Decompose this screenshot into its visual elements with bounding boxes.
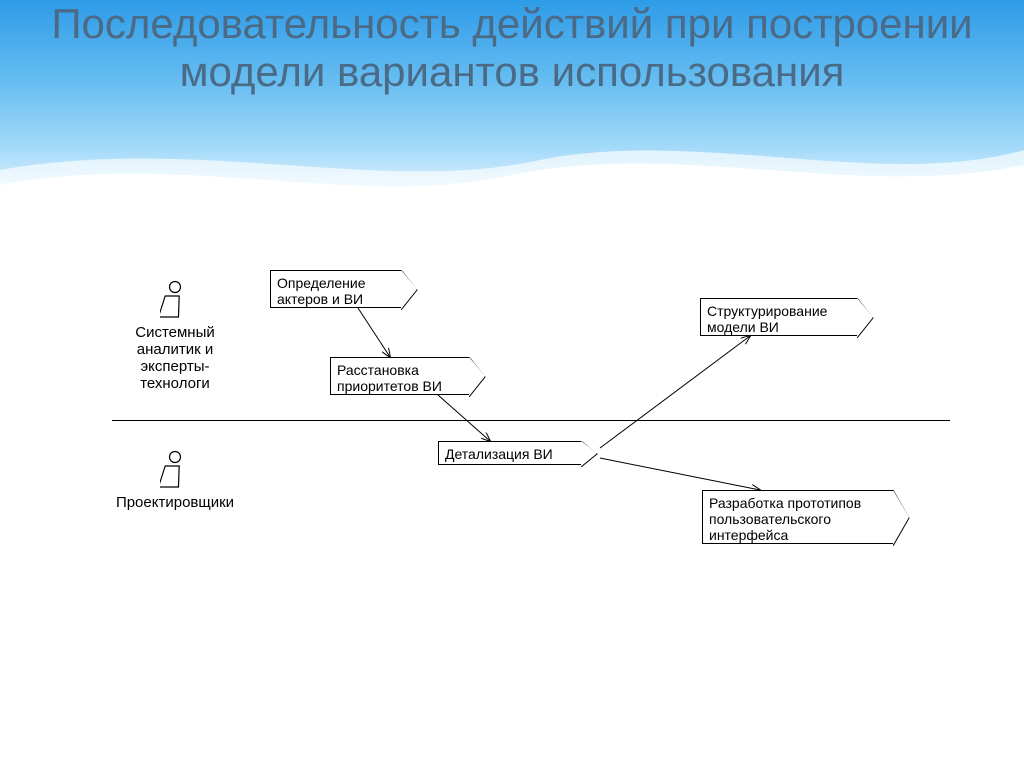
connector-b1-b2 [358, 308, 390, 357]
step-box-b5: Разработка прототиповпользовательскогоин… [702, 490, 894, 544]
step-label: Структурированиемодели ВИ [707, 303, 827, 335]
actor-analyst: Системныйаналитик иэксперты-технологи [120, 280, 230, 392]
connector-b3-b4 [600, 336, 750, 448]
actor-label: Проектировщики [110, 494, 240, 511]
actor-designer: Проектировщики [110, 450, 240, 511]
step-label: Определениеактеров и ВИ [277, 275, 366, 307]
actor-icon [160, 280, 190, 320]
actor-label: Системныйаналитик иэксперты-технологи [120, 324, 230, 392]
step-label: Детализация ВИ [445, 446, 553, 462]
step-box-b1: Определениеактеров и ВИ [270, 270, 402, 308]
step-label: Разработка прототиповпользовательскогоин… [709, 495, 861, 543]
connector-b3-b5 [600, 458, 760, 490]
step-box-b2: Расстановкаприоритетов ВИ [330, 357, 470, 395]
step-box-b4: Структурированиемодели ВИ [700, 298, 858, 336]
connector-b2-b3 [438, 395, 490, 441]
step-label: Расстановкаприоритетов ВИ [337, 362, 442, 394]
diagram-container: Системныйаналитик иэксперты-технологи Пр… [0, 240, 1024, 660]
page-title: Последовательность действий при построен… [0, 0, 1024, 97]
swimlane-divider [112, 420, 950, 421]
actor-icon [160, 450, 190, 490]
step-box-b3: Детализация ВИ [438, 441, 582, 465]
